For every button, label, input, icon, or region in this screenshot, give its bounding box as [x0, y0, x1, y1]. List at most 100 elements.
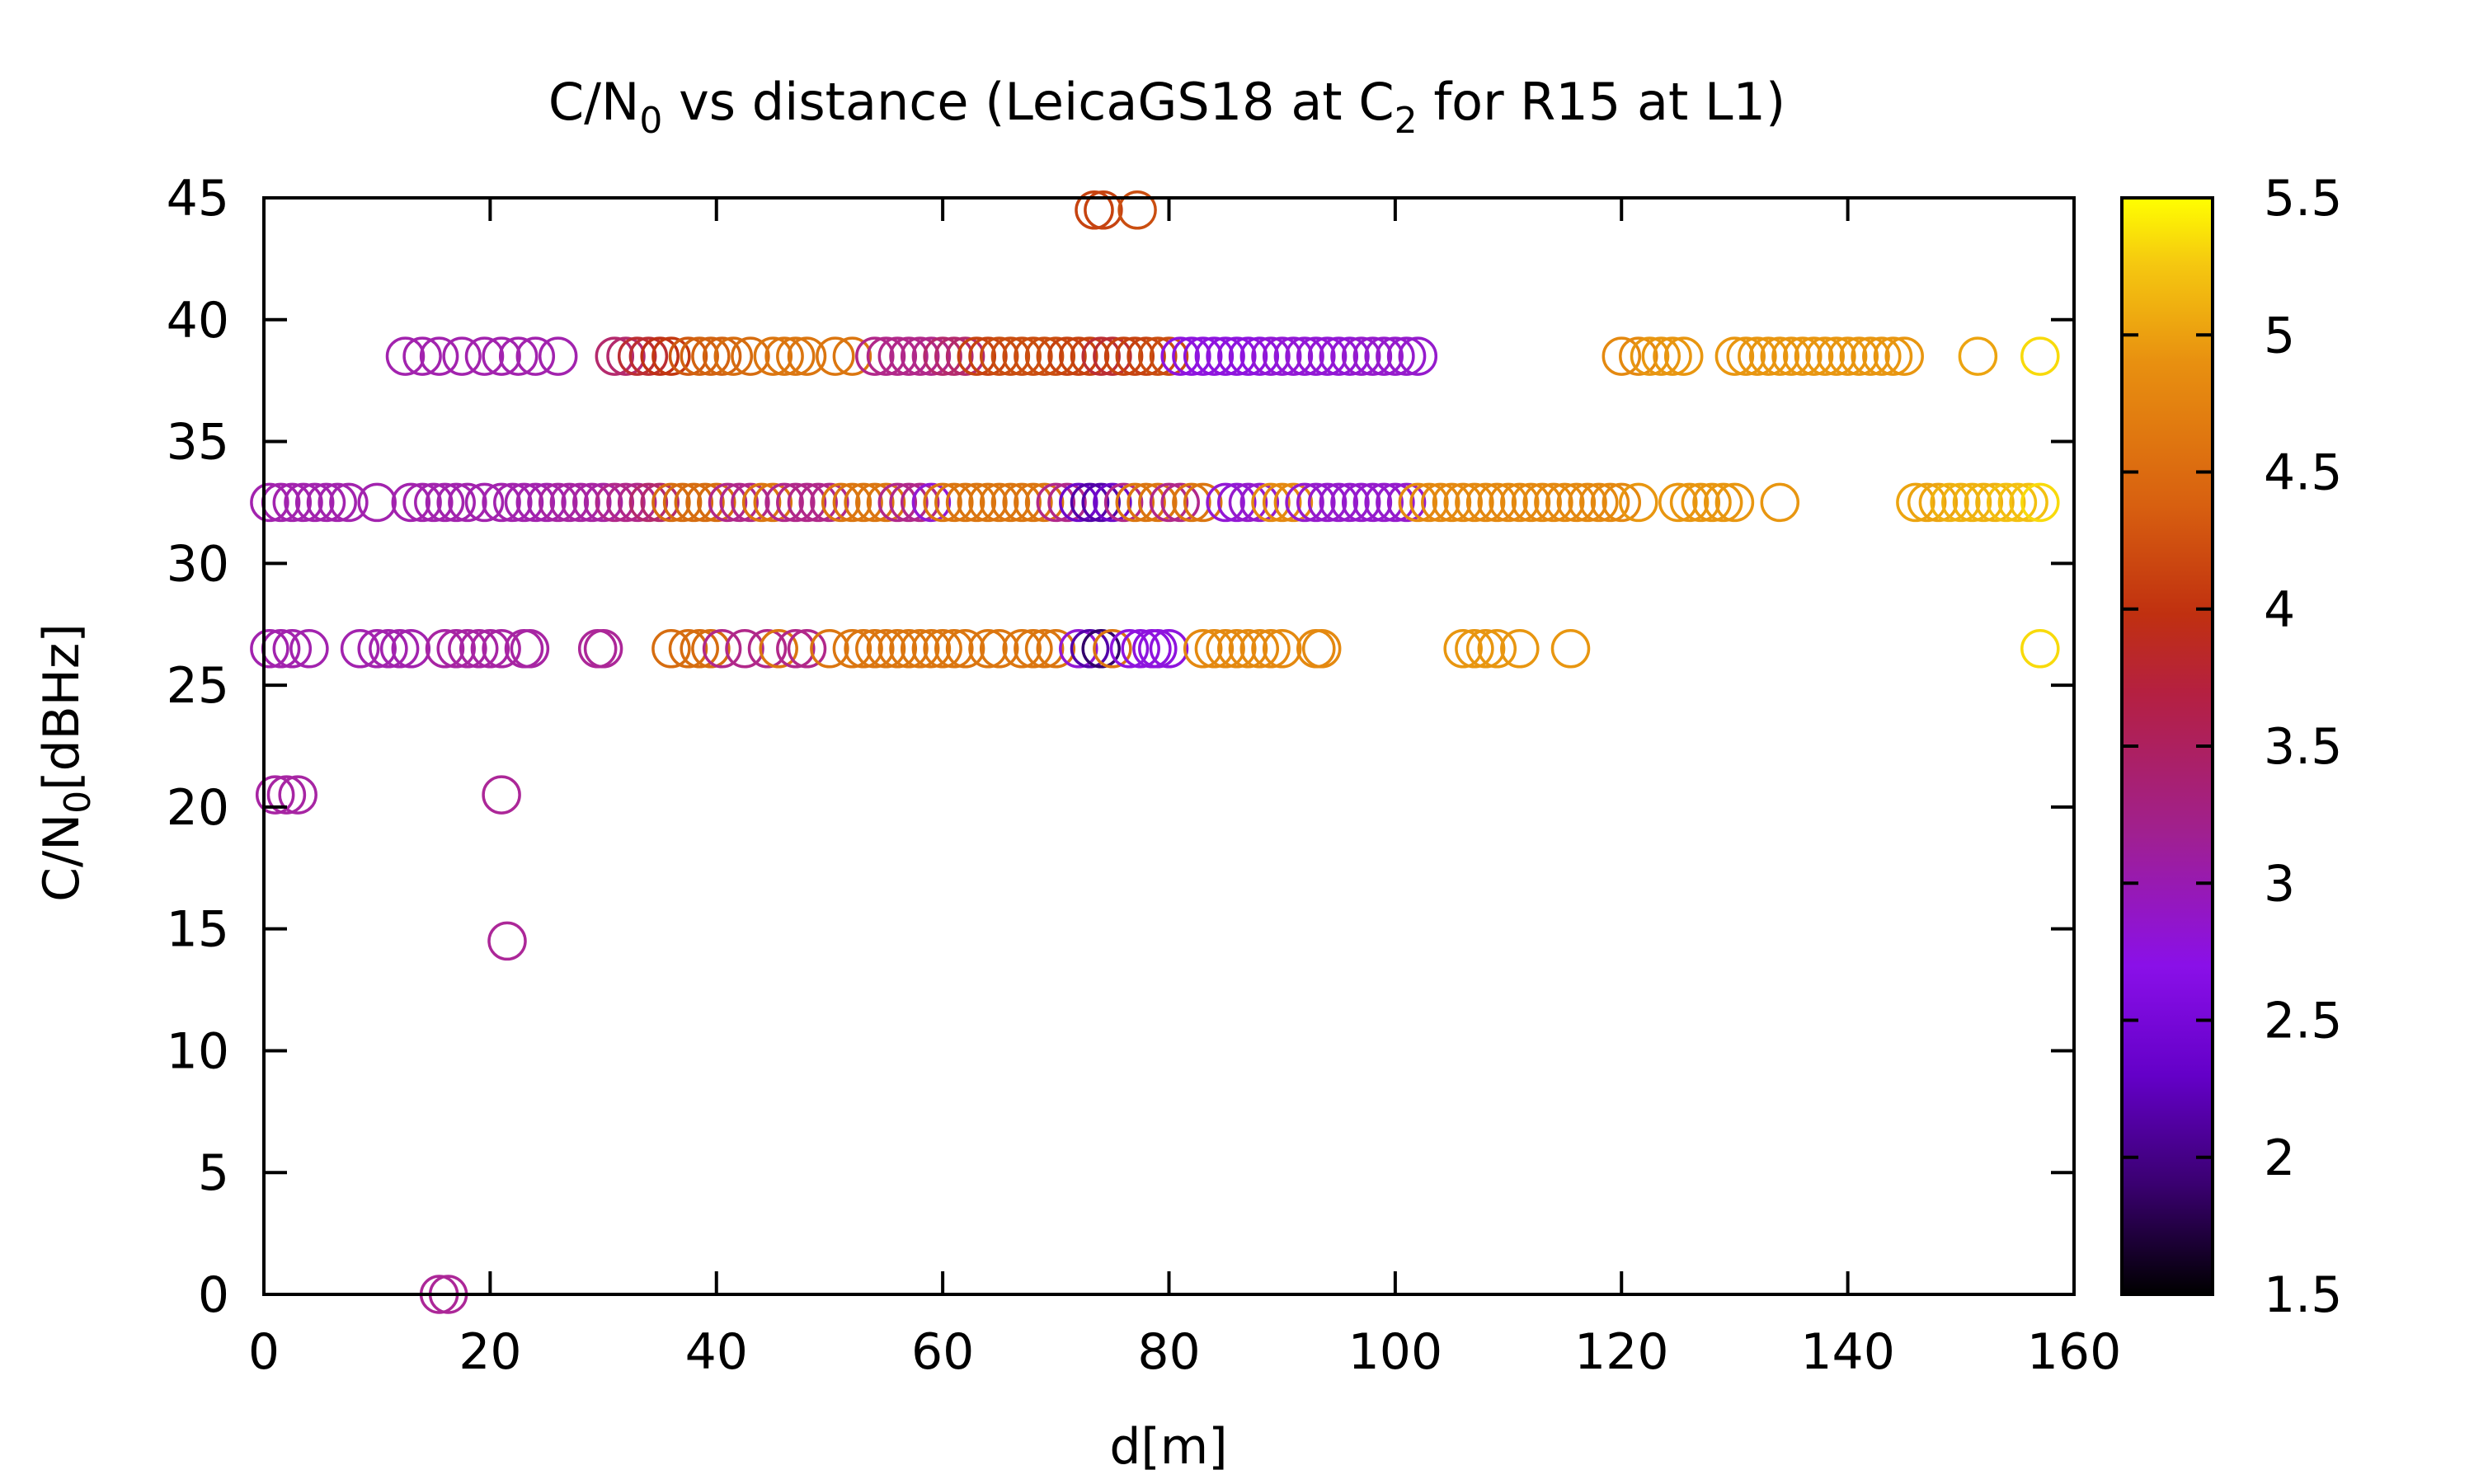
data-point: [911, 336, 952, 376]
data-point: [1217, 336, 1257, 376]
data-point: [1183, 482, 1223, 523]
data-point: [1805, 336, 1845, 376]
data-point: [2020, 482, 2060, 523]
data-point: [482, 336, 521, 376]
data-point: [272, 482, 313, 523]
data-point: [1075, 190, 1114, 230]
data-point: [1692, 482, 1732, 523]
data-point: [1047, 482, 1087, 523]
data-point: [702, 629, 742, 669]
data-point: [527, 482, 567, 523]
data-point: [691, 336, 731, 376]
data-point: [1500, 629, 1540, 669]
data-point: [1918, 482, 1959, 523]
data-point: [979, 482, 1019, 523]
data-point: [844, 629, 883, 669]
data-point: [1534, 482, 1573, 523]
data-point: [1352, 336, 1393, 376]
y-tick-label: 25: [167, 657, 229, 715]
data-point: [877, 336, 918, 376]
data-point: [731, 336, 770, 376]
data-point: [1002, 336, 1042, 376]
data-point: [1273, 336, 1314, 376]
data-point: [662, 482, 703, 523]
data-point: [1070, 629, 1110, 669]
data-point: [2009, 482, 2048, 523]
data-point: [685, 482, 725, 523]
data-point: [1047, 336, 1087, 376]
data-point: [900, 482, 940, 523]
data-point: [877, 629, 918, 669]
colorbar-ticks: 1.5 2 2.5 3 3.5 4 4.5 5 5.5: [2122, 170, 2342, 1324]
data-point: [448, 629, 487, 669]
data-point: [266, 775, 307, 815]
data-point: [759, 629, 798, 669]
data-point: [1653, 336, 1692, 376]
data-point: [250, 482, 289, 523]
data-point: [1376, 336, 1415, 376]
x-tick-label: 0: [248, 1323, 280, 1381]
data-point: [538, 336, 578, 376]
data-point: [493, 482, 533, 523]
data-point: [1014, 482, 1053, 523]
data-point: [470, 629, 510, 669]
data-point: [889, 336, 929, 376]
data-point: [272, 629, 313, 669]
data-point: [391, 629, 431, 669]
data-point: [1341, 482, 1381, 523]
data-point: [1121, 629, 1160, 669]
data-point: [1851, 336, 1890, 376]
data-point: [1884, 336, 1924, 376]
title-middle: vs distance (LeicaGS18 at C: [662, 72, 1394, 132]
data-point: [487, 921, 527, 961]
data-point: [945, 482, 985, 523]
data-point: [668, 336, 708, 376]
data-point: [979, 336, 1019, 376]
data-point: [1827, 336, 1868, 376]
data-point: [1386, 336, 1427, 376]
data-point: [1206, 482, 1245, 523]
data-point: [1958, 336, 1998, 376]
colorbar-tick-label: 5: [2264, 307, 2295, 364]
data-point: [1386, 482, 1427, 523]
data-point: [1602, 482, 1642, 523]
x-tick-label: 140: [1800, 1323, 1895, 1381]
data-point: [697, 482, 736, 523]
data-point: [1172, 336, 1211, 376]
data-point: [1117, 190, 1157, 230]
data-point: [821, 482, 861, 523]
data-point: [1771, 336, 1811, 376]
data-point: [1873, 336, 1913, 376]
data-point: [1160, 336, 1200, 376]
data-point: [1081, 482, 1121, 523]
data-point: [1568, 482, 1607, 523]
data-point: [764, 482, 804, 523]
data-point: [1364, 482, 1404, 523]
data-point: [1602, 336, 1642, 376]
data-point: [1986, 482, 2026, 523]
data-point: [436, 629, 476, 669]
data-point: [1352, 482, 1393, 523]
title-suffix: for R15 at L1): [1418, 72, 1786, 132]
data-point: [419, 336, 459, 376]
data-point: [2020, 629, 2060, 669]
y-tick-label: 30: [167, 535, 229, 593]
data-point: [957, 482, 997, 523]
data-point: [425, 482, 465, 523]
y-tick-label: 35: [167, 414, 229, 472]
data-point: [1138, 482, 1178, 523]
data-point: [1206, 629, 1245, 669]
data-point: [1239, 482, 1280, 523]
data-point: [1443, 629, 1483, 669]
y-tick-label: 10: [167, 1022, 229, 1080]
data-point: [900, 629, 940, 669]
data-point: [1398, 482, 1438, 523]
data-point: [289, 629, 329, 669]
x-tick-label: 40: [685, 1323, 748, 1381]
data-point: [1330, 482, 1370, 523]
data-point: [1376, 482, 1415, 523]
data-point: [651, 336, 691, 376]
data-point: [402, 482, 442, 523]
data-point: [294, 482, 335, 523]
data-point: [1952, 482, 1992, 523]
